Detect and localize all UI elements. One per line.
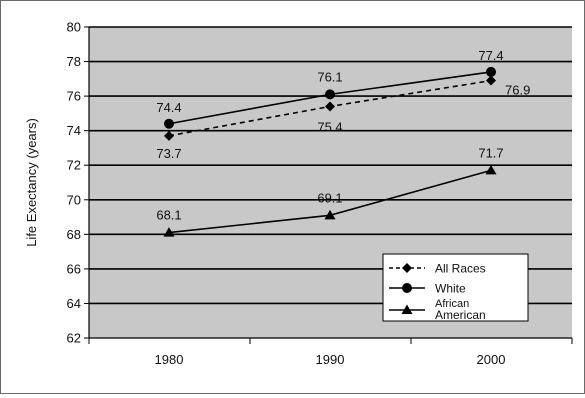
marker-triangle — [163, 227, 175, 237]
y-tick-label: 72 — [67, 158, 81, 173]
data-labels: 73.7 75.4 76.9 74.4 76.1 77.4 68.1 69.1 71.7 — [156, 48, 530, 223]
marker-triangle — [401, 304, 413, 314]
marker-circle — [486, 66, 496, 77]
y-tick-label: 62 — [67, 331, 81, 346]
x-tick-label: 1980 — [155, 352, 184, 367]
x-tick-labels: 1980 1990 2000 — [155, 352, 506, 367]
data-label: 77.4 — [478, 48, 503, 63]
y-tick-label: 80 — [67, 20, 81, 35]
marker-diamond — [486, 75, 496, 86]
series-all-races — [164, 75, 496, 141]
y-tick-label: 78 — [67, 54, 81, 69]
data-label: 69.1 — [317, 190, 342, 205]
legend-label: African — [435, 298, 469, 310]
y-tick-label: 64 — [67, 296, 81, 311]
legend-label: White — [435, 282, 466, 296]
y-tick-labels: 62 64 66 68 70 72 74 76 78 80 — [67, 20, 81, 346]
data-label: 75.4 — [317, 119, 342, 134]
marker-circle — [402, 283, 412, 293]
axes — [88, 27, 573, 344]
legend-label: All Races — [435, 262, 486, 276]
x-tick-label: 1990 — [316, 352, 345, 367]
marker-circle — [325, 89, 335, 100]
marker-diamond — [325, 101, 335, 112]
y-tick-label: 74 — [67, 123, 81, 138]
data-label: 74.4 — [156, 100, 181, 115]
marker-triangle — [485, 164, 497, 175]
series-african-american — [163, 164, 497, 237]
y-tick-label: 76 — [67, 89, 81, 104]
legend-label: American — [435, 308, 486, 322]
data-label: 76.9 — [505, 83, 530, 98]
y-axis-label: Life Exectancy (years) — [24, 118, 39, 247]
y-tick-label: 70 — [67, 192, 81, 207]
y-tick-label: 68 — [67, 227, 81, 242]
marker-circle — [164, 118, 174, 129]
marker-triangle — [324, 209, 336, 220]
x-tick-label: 2000 — [477, 352, 506, 367]
series-white — [164, 66, 496, 129]
y-tick-label: 66 — [67, 261, 81, 276]
data-label: 71.7 — [478, 145, 503, 160]
series-layer — [163, 66, 497, 237]
marker-diamond — [164, 130, 174, 141]
marker-diamond — [402, 263, 412, 273]
data-label: 76.1 — [317, 69, 342, 84]
data-label: 73.7 — [156, 146, 181, 161]
data-label: 68.1 — [156, 208, 181, 223]
